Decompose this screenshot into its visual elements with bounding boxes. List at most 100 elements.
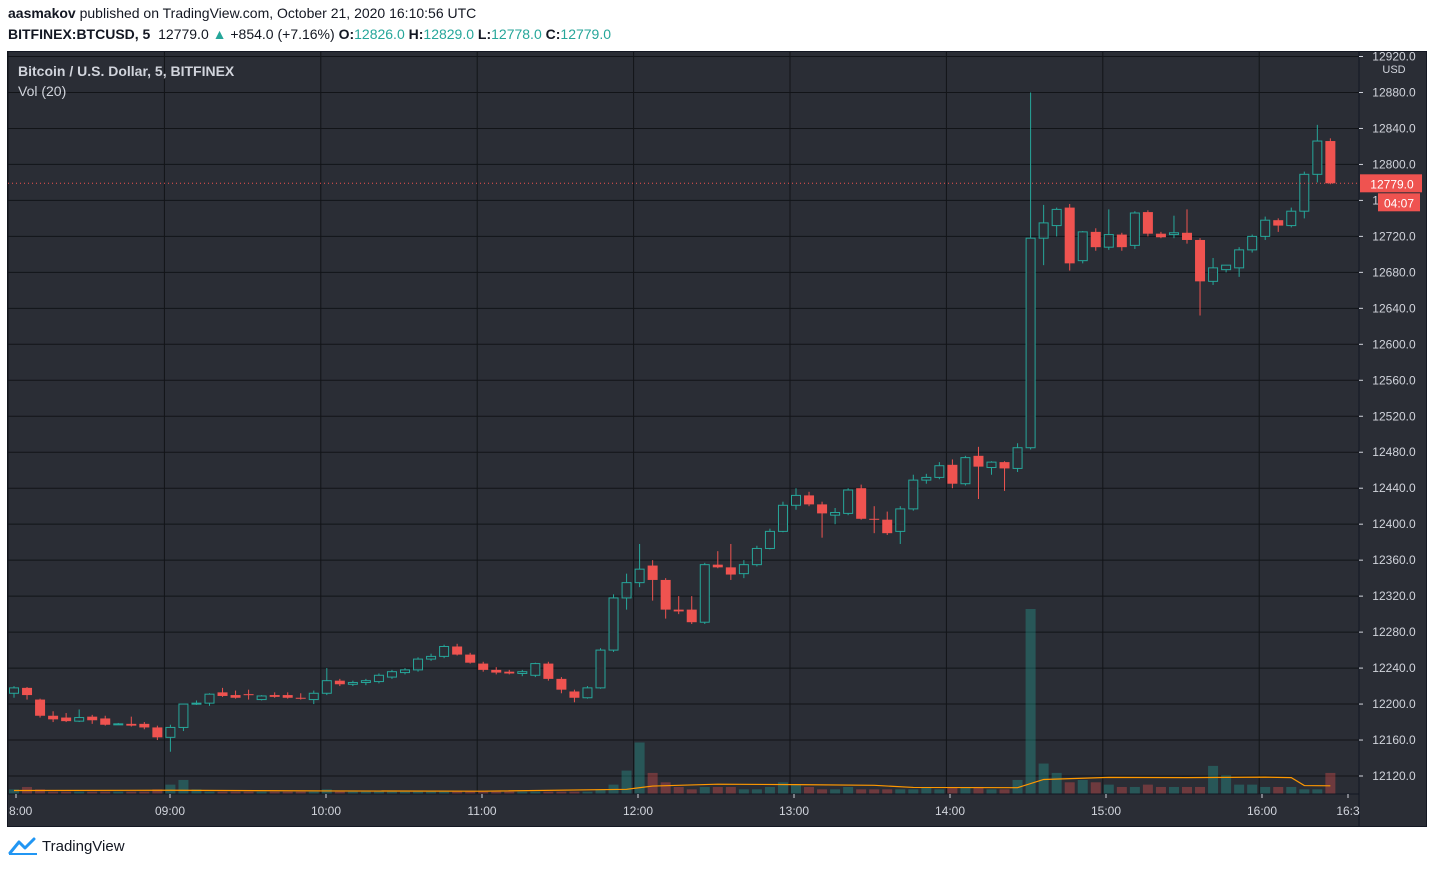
candle-body-up	[400, 669, 410, 674]
volume-bar	[1116, 786, 1127, 794]
volume-bar	[1077, 779, 1088, 794]
volume-bar	[869, 789, 880, 794]
candle-body-up	[517, 671, 528, 674]
currency-label: USD	[1382, 64, 1405, 76]
price-tick-label: 12680.0	[1372, 265, 1416, 279]
candle-body-up	[1051, 208, 1062, 227]
candle-body-down	[100, 718, 111, 725]
volume-bar	[699, 786, 710, 794]
candle-body-up	[1299, 173, 1310, 212]
candle-body-up	[595, 649, 606, 689]
volume-bar	[295, 791, 306, 794]
volume-bar	[452, 791, 463, 794]
volume-bar	[1299, 789, 1310, 794]
volume-bar	[1025, 609, 1036, 794]
chart-panel[interactable]	[7, 51, 1427, 827]
price-tick-label: 12240.0	[1372, 661, 1416, 675]
candle-body-up	[1221, 264, 1232, 271]
price-tick-label: 12920.0	[1372, 49, 1416, 63]
volume-bar	[660, 782, 671, 794]
candle-body-down	[660, 579, 671, 610]
candle-body-up	[1012, 447, 1023, 469]
candle-body-up	[191, 702, 202, 705]
author-name[interactable]: aasmakov	[8, 5, 76, 21]
volume-bar	[413, 791, 424, 794]
volume-bar	[230, 791, 241, 794]
current-price-tag	[1360, 174, 1422, 193]
volume-bar	[908, 789, 919, 794]
candle-body-down	[686, 609, 697, 623]
price-tick-label: 12840.0	[1372, 121, 1416, 135]
candle-body-down	[452, 646, 463, 655]
volume-bar	[1325, 772, 1336, 794]
volume-bar	[426, 791, 437, 794]
volume-bar	[204, 791, 215, 794]
candle-body-down	[804, 495, 815, 505]
volume-bar	[347, 791, 358, 794]
volume-bar	[1038, 763, 1049, 794]
volume-bar	[1155, 786, 1166, 794]
volume-bar	[947, 786, 958, 794]
volume-bar	[960, 786, 971, 794]
axes[interactable]: 12920.012880.012840.012800.012760.012720…	[8, 49, 1422, 826]
volume-bar	[843, 786, 854, 794]
volume-bar	[504, 791, 515, 794]
candle-body-up	[1103, 234, 1114, 248]
candle-body-down	[61, 717, 72, 722]
countdown-tag-label: 04:07	[1384, 196, 1414, 210]
volume-bar	[621, 770, 632, 794]
candle-body-down	[543, 663, 554, 679]
candle-body-up	[777, 504, 788, 532]
volume-bar	[439, 791, 450, 794]
volume-bar	[986, 789, 997, 794]
volume-bar	[1064, 782, 1075, 794]
volume-bar	[856, 789, 867, 794]
volume-bar	[882, 789, 893, 794]
high-value: 12829.0	[423, 26, 475, 42]
volume-bar	[999, 789, 1010, 794]
volume-bar	[139, 791, 150, 794]
volume-bar	[764, 786, 775, 794]
price-tick-label: 12640.0	[1372, 301, 1416, 315]
candle-body-down	[882, 519, 893, 534]
candle-body-up	[113, 723, 124, 726]
candle-body-down	[334, 680, 345, 685]
volume-bar	[1221, 775, 1232, 794]
candle-body-up	[934, 465, 945, 478]
price-tick-label: 12120.0	[1372, 769, 1416, 783]
candle-body-down	[1116, 234, 1127, 248]
candle-body-down	[817, 504, 828, 514]
volume-bar	[817, 789, 828, 794]
close-label: C:	[545, 26, 561, 42]
publish-text: published on TradingView.com, October 21…	[75, 5, 477, 21]
candle-body-down	[217, 692, 228, 696]
publish-info: aasmakov published on TradingView.com, O…	[8, 5, 476, 21]
candle-body-down	[295, 697, 306, 699]
time-tick-label: 15:00	[1091, 804, 1121, 818]
candle-body-down	[999, 462, 1010, 469]
volume-bar	[791, 784, 801, 794]
tradingview-logo[interactable]: TradingView	[8, 837, 125, 855]
volume-bar	[895, 789, 906, 794]
candle-body-up	[921, 476, 932, 481]
candle-body-down	[230, 695, 241, 698]
time-tick-label: 11:00	[467, 804, 496, 818]
volume-bar	[1312, 789, 1323, 794]
candle-body-up	[843, 489, 854, 514]
candle-body-down	[48, 715, 59, 720]
time-tick-label: 09:00	[155, 804, 185, 818]
candle-body-down	[1273, 220, 1284, 226]
candle-body-down	[1090, 231, 1101, 248]
price-tick-label: 12480.0	[1372, 445, 1416, 459]
candle-body-up	[360, 680, 371, 683]
volume-bar	[269, 791, 280, 794]
volume-bar	[1208, 765, 1219, 794]
candle-body-up	[1286, 210, 1297, 227]
candle-body-up	[165, 726, 176, 738]
candle-body-down	[569, 691, 580, 698]
symbol-label: BITFINEX:BTCUSD, 5	[8, 26, 151, 42]
volume-bar	[582, 791, 593, 794]
candle-body-down	[87, 716, 98, 721]
candle-body-up	[373, 674, 384, 683]
